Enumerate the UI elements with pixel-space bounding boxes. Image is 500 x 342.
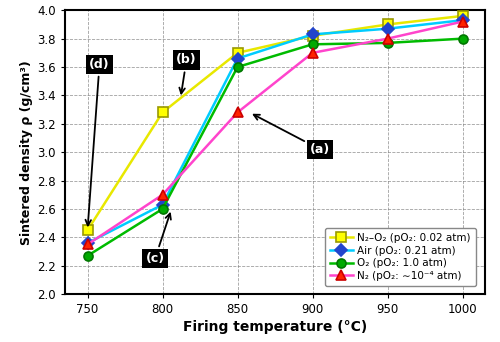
- O₂ (pO₂: 1.0 atm): (900, 3.76): 1.0 atm): (900, 3.76): [310, 42, 316, 47]
- Line: Air (pO₂: 0.21 atm): Air (pO₂: 0.21 atm): [83, 16, 467, 248]
- N₂–O₂ (pO₂: 0.02 atm): (950, 3.9): 0.02 atm): (950, 3.9): [384, 23, 390, 27]
- O₂ (pO₂: 1.0 atm): (750, 2.27): 1.0 atm): (750, 2.27): [84, 254, 90, 258]
- N₂–O₂ (pO₂: 0.02 atm): (850, 3.7): 0.02 atm): (850, 3.7): [234, 51, 240, 55]
- Air (pO₂: 0.21 atm): (900, 3.83): 0.21 atm): (900, 3.83): [310, 32, 316, 37]
- X-axis label: Firing temperature (°C): Firing temperature (°C): [183, 320, 367, 334]
- Air (pO₂: 0.21 atm): (1e+03, 3.93): 0.21 atm): (1e+03, 3.93): [460, 18, 466, 22]
- N₂ (pO₂: ∼10⁻⁴ atm): (850, 3.28): ∼10⁻⁴ atm): (850, 3.28): [234, 110, 240, 115]
- Legend: N₂–O₂ (pO₂: 0.02 atm), Air (pO₂: 0.21 atm), O₂ (pO₂: 1.0 atm), N₂ (pO₂: ∼10⁻⁴ at: N₂–O₂ (pO₂: 0.02 atm), Air (pO₂: 0.21 at…: [324, 228, 476, 286]
- Line: N₂ (pO₂: ∼10⁻⁴ atm): N₂ (pO₂: ∼10⁻⁴ atm): [83, 17, 467, 249]
- Y-axis label: Sintered density ρ (g/cm³): Sintered density ρ (g/cm³): [20, 60, 33, 245]
- N₂ (pO₂: ∼10⁻⁴ atm): (800, 2.7): ∼10⁻⁴ atm): (800, 2.7): [160, 193, 166, 197]
- Text: (a): (a): [254, 115, 330, 156]
- Line: O₂ (pO₂: 1.0 atm): O₂ (pO₂: 1.0 atm): [83, 34, 467, 260]
- O₂ (pO₂: 1.0 atm): (950, 3.77): 1.0 atm): (950, 3.77): [384, 41, 390, 45]
- N₂–O₂ (pO₂: 0.02 atm): (750, 2.45): 0.02 atm): (750, 2.45): [84, 228, 90, 232]
- N₂–O₂ (pO₂: 0.02 atm): (1e+03, 3.96): 0.02 atm): (1e+03, 3.96): [460, 14, 466, 18]
- Air (pO₂: 0.21 atm): (750, 2.36): 0.21 atm): (750, 2.36): [84, 241, 90, 245]
- O₂ (pO₂: 1.0 atm): (1e+03, 3.8): 1.0 atm): (1e+03, 3.8): [460, 37, 466, 41]
- N₂ (pO₂: ∼10⁻⁴ atm): (900, 3.7): ∼10⁻⁴ atm): (900, 3.7): [310, 51, 316, 55]
- Line: N₂–O₂ (pO₂: 0.02 atm): N₂–O₂ (pO₂: 0.02 atm): [83, 11, 467, 235]
- Text: (c): (c): [146, 213, 171, 265]
- O₂ (pO₂: 1.0 atm): (850, 3.6): 1.0 atm): (850, 3.6): [234, 65, 240, 69]
- N₂ (pO₂: ∼10⁻⁴ atm): (1e+03, 3.92): ∼10⁻⁴ atm): (1e+03, 3.92): [460, 19, 466, 24]
- N₂–O₂ (pO₂: 0.02 atm): (800, 3.28): 0.02 atm): (800, 3.28): [160, 110, 166, 115]
- Air (pO₂: 0.21 atm): (950, 3.87): 0.21 atm): (950, 3.87): [384, 27, 390, 31]
- Air (pO₂: 0.21 atm): (800, 2.63): 0.21 atm): (800, 2.63): [160, 203, 166, 207]
- N₂–O₂ (pO₂: 0.02 atm): (900, 3.82): 0.02 atm): (900, 3.82): [310, 34, 316, 38]
- Air (pO₂: 0.21 atm): (850, 3.66): 0.21 atm): (850, 3.66): [234, 56, 240, 61]
- N₂ (pO₂: ∼10⁻⁴ atm): (950, 3.8): ∼10⁻⁴ atm): (950, 3.8): [384, 37, 390, 41]
- Text: (d): (d): [86, 58, 110, 225]
- Text: (b): (b): [176, 53, 197, 93]
- N₂ (pO₂: ∼10⁻⁴ atm): (750, 2.35): ∼10⁻⁴ atm): (750, 2.35): [84, 242, 90, 247]
- O₂ (pO₂: 1.0 atm): (800, 2.6): 1.0 atm): (800, 2.6): [160, 207, 166, 211]
